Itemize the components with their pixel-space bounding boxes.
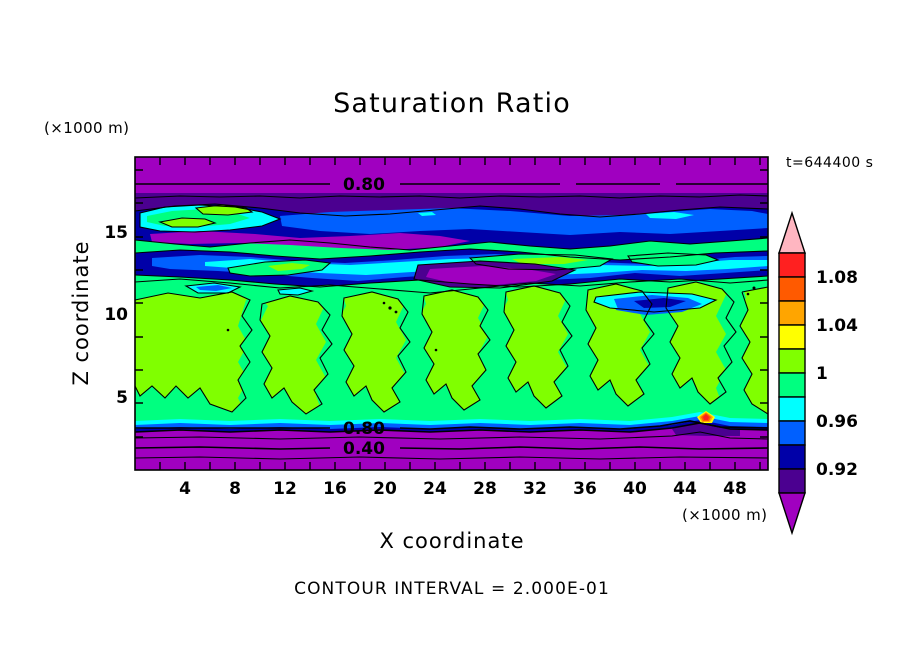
x-tick-label: 28 [473, 479, 497, 499]
x-axis-ticks-top [159, 157, 761, 165]
y-axis-ticks [135, 169, 768, 438]
colorbar-segment [778, 252, 806, 278]
x-tick-label: 40 [623, 479, 647, 499]
page-title: Saturation Ratio [333, 88, 571, 119]
x-tick-label: 16 [323, 479, 347, 499]
y-axis-units-label: (×1000 m) [44, 119, 129, 137]
x-axis-tick-labels: 4 8 12 16 20 24 28 32 36 40 44 48 [179, 479, 747, 499]
x-tick-label: 48 [723, 479, 747, 499]
y-axis-title: Z coordinate [69, 240, 93, 385]
colorbar-label: 0.92 [816, 460, 858, 480]
colorbar-segment [778, 444, 806, 470]
contour-lines [135, 183, 768, 460]
colorbar-segment [778, 396, 806, 422]
contour-interval-footer: CONTOUR INTERVAL = 2.000E-01 [294, 579, 610, 599]
contour-label-top-080: 0.80 [343, 175, 385, 195]
colorbar-segment [778, 372, 806, 398]
plot-frame [134, 156, 769, 471]
colorbar-label: 1 [816, 364, 828, 384]
contour-label-bottom-040: 0.40 [343, 439, 385, 459]
contour-field [135, 157, 768, 470]
x-axis-ticks-bottom [159, 462, 761, 470]
y-tick-label: 15 [104, 223, 128, 243]
x-tick-label: 24 [423, 479, 447, 499]
colorbar-segment [778, 276, 806, 302]
colorbar-label: 1.08 [816, 268, 858, 288]
timestamp-label: t=644400 s [786, 155, 873, 171]
plot-area [134, 156, 769, 471]
x-tick-label: 36 [573, 479, 597, 499]
colorbar-segment [778, 348, 806, 374]
colorbar-segment [778, 324, 806, 350]
y-tick-label: 10 [104, 305, 128, 325]
colorbar-segment [778, 468, 806, 494]
x-axis-title: X coordinate [379, 529, 524, 553]
colorbar-label: 0.96 [816, 412, 858, 432]
x-tick-label: 44 [673, 479, 697, 499]
x-tick-label: 32 [523, 479, 547, 499]
colorbar-segment [778, 420, 806, 446]
y-tick-label: 5 [116, 388, 128, 408]
contour-label-bottom-080: 0.80 [343, 419, 385, 439]
y-axis-tick-labels: 5 10 15 [104, 223, 128, 408]
x-axis-units-label: (×1000 m) [682, 506, 767, 524]
x-tick-label: 20 [373, 479, 397, 499]
colorbar-segment [778, 300, 806, 326]
x-tick-label: 8 [229, 479, 241, 499]
inline-contour-labels: 0.80 0.80 0.40 [343, 175, 385, 459]
x-tick-label: 4 [179, 479, 191, 499]
colorbar-cap-bottom [778, 492, 806, 536]
colorbar[interactable]: 1.08 1.04 1 0.96 0.92 [778, 210, 858, 536]
x-tick-label: 12 [273, 479, 297, 499]
colorbar-label: 1.04 [816, 316, 858, 336]
